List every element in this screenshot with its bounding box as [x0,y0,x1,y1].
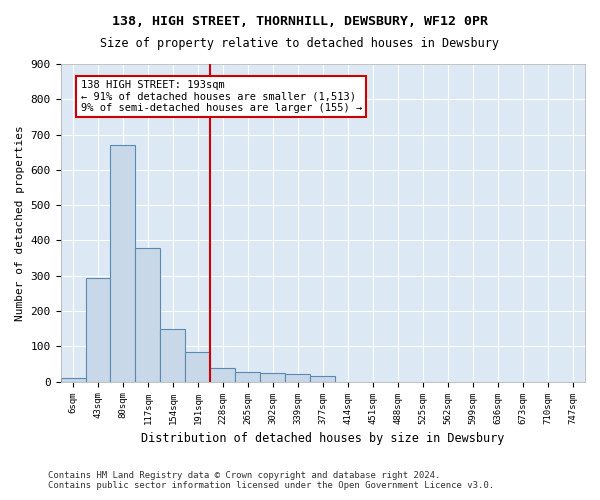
Text: Contains HM Land Registry data © Crown copyright and database right 2024.
Contai: Contains HM Land Registry data © Crown c… [48,470,494,490]
Bar [310,376,335,382]
Y-axis label: Number of detached properties: Number of detached properties [15,125,25,320]
Bar [136,248,160,382]
Bar [286,374,310,382]
X-axis label: Distribution of detached houses by size in Dewsbury: Distribution of detached houses by size … [141,432,505,445]
Bar [260,373,286,382]
Bar [86,278,110,382]
Bar [110,145,136,382]
Bar [160,328,185,382]
Bar [235,372,260,382]
Text: Size of property relative to detached houses in Dewsbury: Size of property relative to detached ho… [101,38,499,51]
Bar [211,368,235,382]
Text: 138 HIGH STREET: 193sqm
← 91% of detached houses are smaller (1,513)
9% of semi-: 138 HIGH STREET: 193sqm ← 91% of detache… [80,80,362,113]
Bar [61,378,86,382]
Text: 138, HIGH STREET, THORNHILL, DEWSBURY, WF12 0PR: 138, HIGH STREET, THORNHILL, DEWSBURY, W… [112,15,488,28]
Bar [185,352,211,382]
